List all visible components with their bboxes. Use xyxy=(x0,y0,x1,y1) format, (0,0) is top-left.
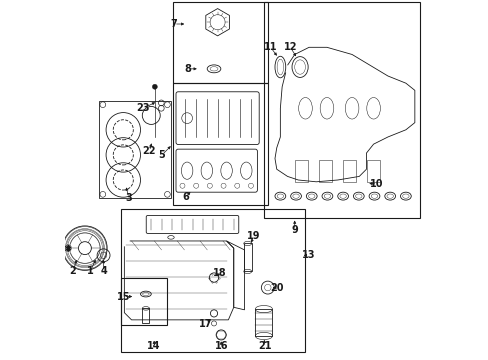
Bar xyxy=(99,101,171,198)
Text: 5: 5 xyxy=(158,150,165,160)
Text: 4: 4 xyxy=(100,266,107,276)
Text: 10: 10 xyxy=(370,179,383,189)
Bar xyxy=(366,160,379,182)
Text: 13: 13 xyxy=(302,250,315,260)
Text: 18: 18 xyxy=(212,268,226,278)
Bar xyxy=(121,209,305,352)
Text: 6: 6 xyxy=(182,192,188,202)
Text: 19: 19 xyxy=(247,231,261,240)
Text: 17: 17 xyxy=(199,319,212,329)
Bar xyxy=(172,3,267,83)
Text: 1: 1 xyxy=(87,266,94,276)
Bar xyxy=(172,83,267,205)
Text: 20: 20 xyxy=(269,283,283,293)
Bar xyxy=(343,160,355,182)
Text: 23: 23 xyxy=(136,103,150,113)
Text: 11: 11 xyxy=(264,42,277,52)
Text: 7: 7 xyxy=(170,19,177,29)
Bar xyxy=(295,160,308,182)
Text: 8: 8 xyxy=(184,64,191,74)
Bar xyxy=(121,278,167,325)
Text: 15: 15 xyxy=(116,292,130,302)
Text: 3: 3 xyxy=(125,193,132,203)
Text: 9: 9 xyxy=(291,225,298,235)
Text: 21: 21 xyxy=(258,341,271,351)
Bar xyxy=(142,309,149,323)
Text: 12: 12 xyxy=(283,42,297,52)
Bar xyxy=(255,309,272,336)
Bar xyxy=(264,3,419,218)
Text: 14: 14 xyxy=(147,341,161,351)
Bar xyxy=(244,243,251,271)
Text: 2: 2 xyxy=(70,266,76,276)
Text: 22: 22 xyxy=(142,146,156,156)
Text: 16: 16 xyxy=(214,341,227,351)
Bar xyxy=(319,160,331,182)
Circle shape xyxy=(65,245,71,251)
Circle shape xyxy=(152,84,157,89)
